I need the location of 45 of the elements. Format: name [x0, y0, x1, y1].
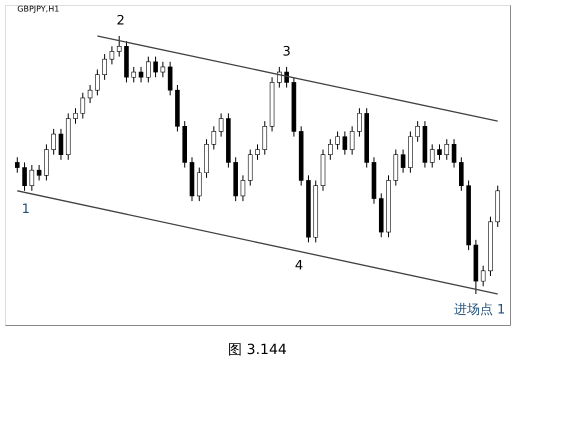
- candlestick: [335, 130, 340, 150]
- candlestick: [452, 138, 456, 168]
- candlestick: [350, 126, 354, 156]
- candlestick: [30, 164, 34, 192]
- candlestick: [36, 164, 42, 181]
- candlestick: [146, 56, 151, 83]
- text: 2: [116, 13, 125, 28]
- candlestick: [328, 138, 333, 160]
- candlestick: [212, 126, 216, 150]
- candlestick: [95, 69, 100, 96]
- candlestick: [357, 108, 362, 138]
- candlestick: [116, 35, 122, 58]
- candlestick: [262, 120, 268, 156]
- candlestick: [430, 144, 435, 168]
- text: 图 3.144: [228, 342, 287, 358]
- candlestick: [196, 167, 202, 202]
- candlestick: [480, 265, 486, 287]
- candlestick: [342, 130, 348, 156]
- annotation: 3: [282, 44, 291, 60]
- candlestick: [110, 46, 114, 65]
- candlestick: [400, 149, 406, 174]
- candlestick: [437, 144, 442, 160]
- candlestick: [138, 66, 144, 83]
- candlestick: [73, 108, 78, 124]
- candlestick: [218, 112, 224, 138]
- candlestick: [51, 128, 56, 156]
- candlestick: [88, 84, 92, 104]
- candlestick: [80, 92, 86, 120]
- candlestick: [168, 61, 172, 96]
- candlestick: [102, 54, 107, 80]
- candlestick: [255, 144, 260, 160]
- candlestick: [160, 61, 166, 78]
- candlestick: [131, 66, 136, 83]
- text: 进场点 1: [454, 302, 506, 318]
- candlestick: [459, 156, 464, 192]
- candlestick: [58, 128, 64, 160]
- candlestick: [444, 138, 450, 160]
- text: GBPJPY,H1: [17, 4, 60, 14]
- candlestick: [153, 56, 158, 78]
- annotation: 1: [22, 202, 30, 217]
- candlestick: [415, 120, 420, 142]
- candlestick: [240, 174, 246, 202]
- annotation: 4: [294, 258, 304, 274]
- candlestick: [14, 156, 20, 174]
- candlestick: [22, 162, 27, 192]
